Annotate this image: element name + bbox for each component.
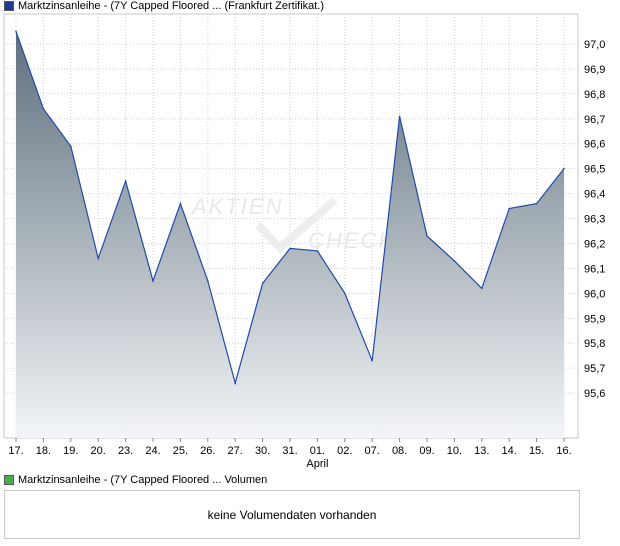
data-point <box>344 292 346 295</box>
data-point <box>15 30 17 33</box>
data-point <box>289 247 291 250</box>
x-tick-label: 19. <box>63 445 78 457</box>
x-tick-label: 26. <box>200 445 215 457</box>
y-tick-label: 96,2 <box>584 238 605 250</box>
x-tick-label: 10. <box>447 445 462 457</box>
y-tick-label: 95,7 <box>584 363 605 375</box>
legend-volume-swatch <box>4 475 14 485</box>
y-tick-label: 96,7 <box>584 114 605 126</box>
legend-volume-label: Marktzinsanleihe - (7Y Capped Floored ..… <box>18 474 268 486</box>
y-tick-label: 96,8 <box>584 89 605 101</box>
watermark-check-icon <box>255 196 338 254</box>
data-point <box>261 282 264 285</box>
data-point <box>535 202 538 205</box>
watermark-line2: CHECK <box>308 228 395 253</box>
x-tick-label: 18. <box>36 445 51 457</box>
x-tick-label: 16. <box>556 445 571 457</box>
x-tick-label: 30. <box>255 445 270 457</box>
y-tick-label: 95,8 <box>584 338 605 350</box>
x-tick-label: 24. <box>145 445 160 457</box>
x-tick-label: 25. <box>173 445 188 457</box>
y-tick-label: 95,6 <box>584 388 605 400</box>
data-point <box>316 250 319 252</box>
x-tick-label: 07. <box>365 445 380 457</box>
volume-panel: keine Volumendaten vorhanden <box>4 490 580 539</box>
y-tick-label: 97,0 <box>584 39 605 51</box>
data-point <box>371 359 374 362</box>
legend-price-label: Marktzinsanleihe - (7Y Capped Floored ..… <box>18 0 325 12</box>
volume-empty-message: keine Volumendaten vorhanden <box>207 507 377 522</box>
y-tick-label: 96,4 <box>584 189 605 201</box>
price-chart: AKTIEN CHECK 95,6 95,7 95,8 95,9 96,0 96,1 96,… <box>3 13 605 470</box>
data-point <box>42 107 45 110</box>
x-month-label: April <box>306 458 328 470</box>
y-tick-label: 96,9 <box>584 64 605 76</box>
x-tick-label: 09. <box>419 445 434 457</box>
y-tick-label: 96,6 <box>584 139 605 151</box>
x-tick-label: 02. <box>337 445 352 457</box>
y-tick-label: 96,0 <box>584 288 605 300</box>
data-point <box>152 280 154 282</box>
price-area <box>16 31 564 438</box>
legend-price: Marktzinsanleihe - (7Y Capped Floored ..… <box>4 0 324 12</box>
x-tick-label: 13. <box>474 445 489 457</box>
x-tick-label: 31. <box>282 445 297 457</box>
data-point <box>508 207 511 210</box>
data-point <box>426 235 428 237</box>
x-tick-label: 14. <box>502 445 517 457</box>
x-axis: 17. 18. 19. 20. 23. 24. 25. 26. 27. 30. 31. 01. 02. 0… <box>8 438 572 470</box>
data-point <box>124 180 127 182</box>
x-tick-label: 08. <box>392 445 407 457</box>
watermark-line1: AKTIEN <box>190 194 283 219</box>
y-tick-label: 96,1 <box>584 263 605 275</box>
data-point <box>207 280 209 282</box>
data-point <box>234 382 236 384</box>
x-tick-label: 27. <box>228 445 243 457</box>
data-points <box>15 30 565 384</box>
y-tick-label: 96,3 <box>584 214 605 226</box>
legend-volume: Marktzinsanleihe - (7Y Capped Floored ..… <box>4 474 267 486</box>
y-tick-label: 95,9 <box>584 313 605 325</box>
data-point <box>563 167 565 170</box>
x-tick-label: 15. <box>529 445 544 457</box>
data-point <box>453 260 456 262</box>
x-tick-label: 17. <box>8 445 23 457</box>
watermark: AKTIEN CHECK <box>190 194 395 254</box>
data-point <box>481 287 483 290</box>
data-point <box>179 202 182 205</box>
y-tick-label: 96,5 <box>584 164 605 176</box>
y-axis: 95,6 95,7 95,8 95,9 96,0 96,1 96,2 96,3 96,4 96,5… <box>584 39 605 400</box>
legend-price-swatch <box>4 1 14 11</box>
data-point <box>398 115 401 118</box>
data-point <box>70 145 72 147</box>
x-tick-label: 23. <box>118 445 133 457</box>
data-point <box>97 257 99 260</box>
x-tick-label: 01. <box>310 445 325 457</box>
x-tick-label: 20. <box>91 445 106 457</box>
